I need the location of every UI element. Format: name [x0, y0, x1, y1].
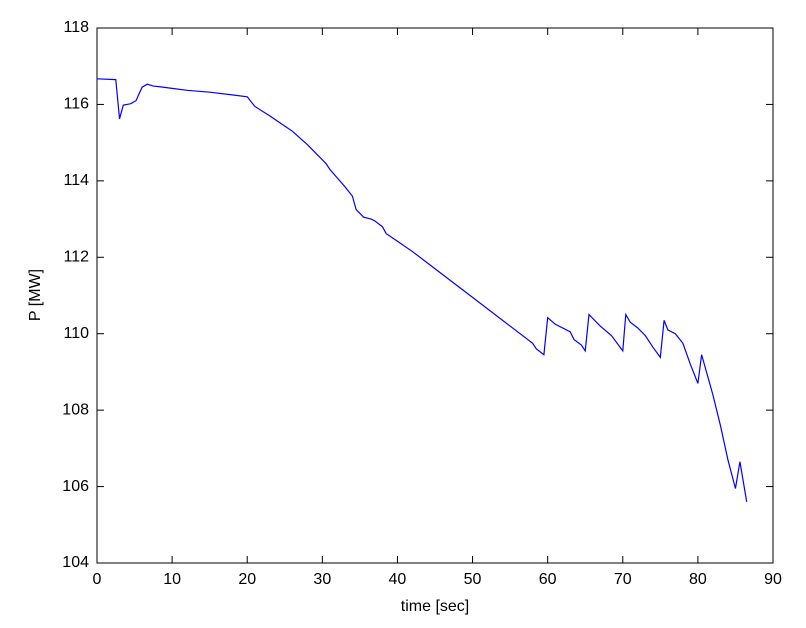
y-tick-label: 110 — [63, 325, 89, 342]
plot-area — [96, 27, 774, 564]
y-tick-label: 112 — [63, 249, 89, 266]
x-tick-label: 90 — [764, 571, 782, 588]
x-tick-label: 40 — [389, 571, 407, 588]
x-tick-label: 50 — [464, 571, 482, 588]
y-axis-label: P [MW] — [27, 269, 44, 321]
x-tick-label: 70 — [614, 571, 632, 588]
y-tick-label: 108 — [62, 401, 89, 418]
data-line — [96, 78, 748, 502]
x-axis-label: time [sec] — [401, 598, 469, 615]
y-tick-label: 114 — [63, 172, 89, 189]
y-tick-label: 106 — [62, 478, 89, 495]
y-tick-label: 104 — [62, 554, 89, 571]
x-tick-label: 20 — [238, 571, 256, 588]
y-tick-label: 116 — [63, 96, 89, 113]
x-tick-label: 80 — [689, 571, 707, 588]
x-tick-label: 10 — [163, 571, 181, 588]
x-tick-label: 30 — [313, 571, 331, 588]
x-tick-label: 60 — [539, 571, 557, 588]
x-tick-label: 0 — [93, 571, 102, 588]
y-tick-label: 118 — [63, 19, 89, 36]
